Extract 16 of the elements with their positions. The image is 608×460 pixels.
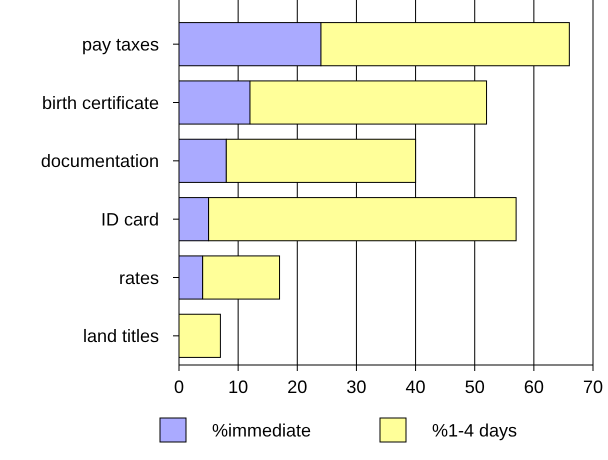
y-tick-label: pay taxes xyxy=(82,34,159,54)
y-tick-label: documentation xyxy=(40,151,159,172)
x-tick-label: 40 xyxy=(406,377,426,397)
x-tick-label: 10 xyxy=(228,377,248,397)
y-tick-label: land titles xyxy=(82,326,159,346)
y-tick-label: ID card xyxy=(100,209,159,230)
x-tick-label: 50 xyxy=(464,377,485,397)
x-tick-label: 30 xyxy=(346,377,366,397)
x-tick-label: 20 xyxy=(287,377,308,397)
x-tick-label: 70 xyxy=(582,377,604,397)
legend-label: %1-4 days xyxy=(432,420,518,440)
y-tick-label: rates xyxy=(118,268,159,288)
x-tick-label: 60 xyxy=(524,377,544,397)
y-tick-label: birth certificate xyxy=(42,92,159,113)
x-tick-label: 0 xyxy=(174,377,184,397)
legend-label: %immediate xyxy=(212,420,312,440)
